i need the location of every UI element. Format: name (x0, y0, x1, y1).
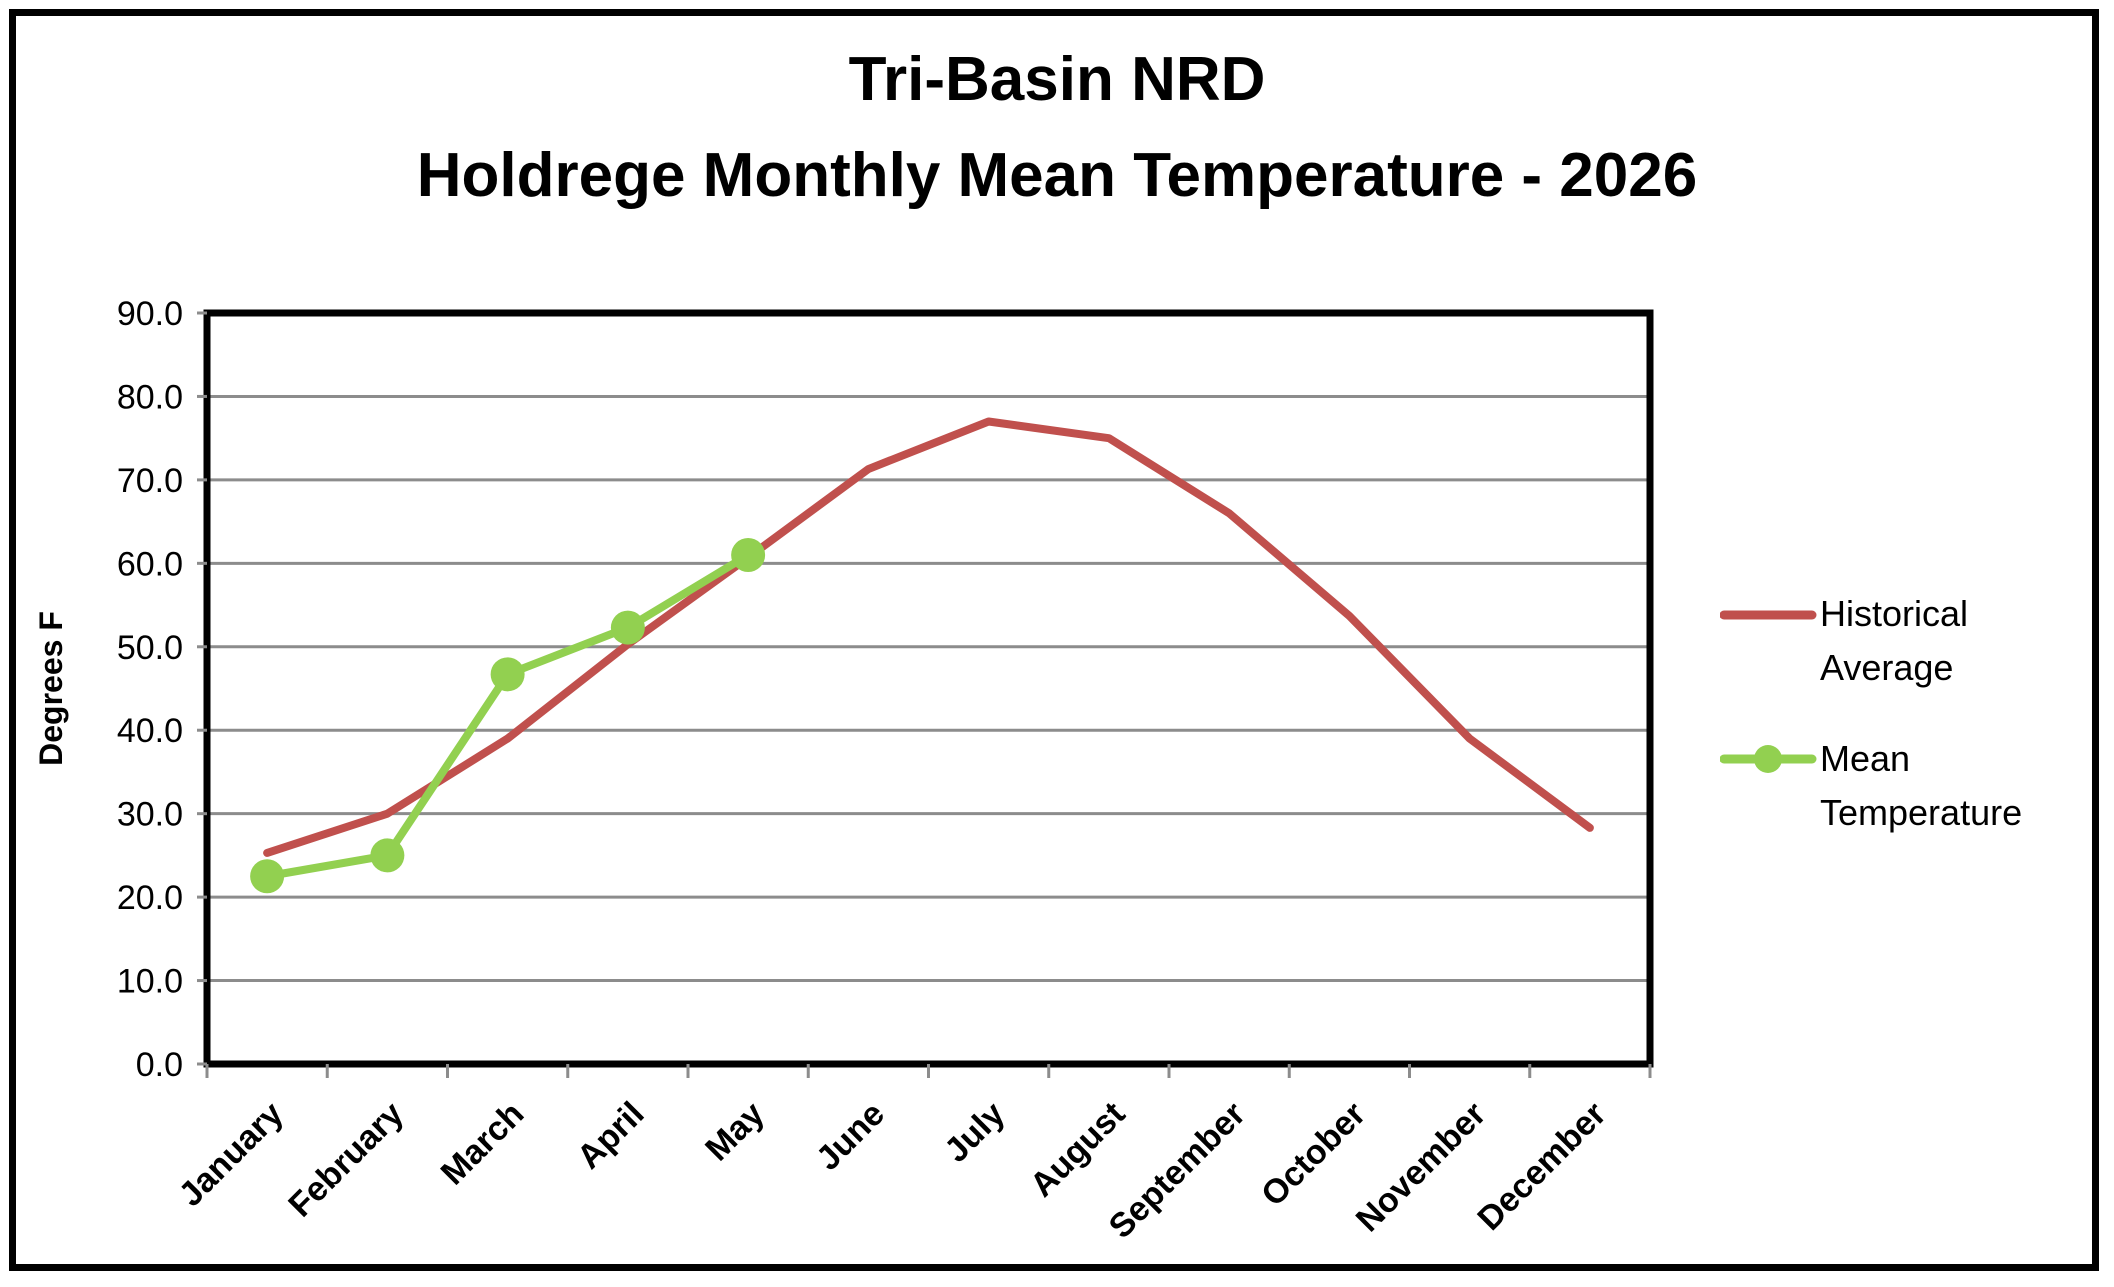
x-tick-label: March (434, 1095, 532, 1193)
y-tick-label: 30.0 (117, 796, 183, 834)
x-tick-label: June (809, 1095, 892, 1178)
data-point-mean-temperature (370, 838, 405, 873)
x-tick-label: February (281, 1095, 411, 1225)
legend-swatches (1720, 610, 1817, 773)
legend-historical-label-2: Average (1820, 647, 1954, 688)
y-tick-label: 70.0 (117, 462, 183, 500)
x-tick-label: December (1470, 1095, 1613, 1238)
y-tick-label: 20.0 (117, 879, 183, 917)
legend-historical-label-1: Historical (1820, 593, 1969, 634)
data-point-mean-temperature (731, 537, 766, 572)
y-tick-label: 60.0 (117, 545, 183, 583)
series-historical-average-line (263, 417, 1594, 857)
y-tick-label: 0.0 (136, 1046, 183, 1084)
y-tick-label: 40.0 (117, 712, 183, 750)
legend-mean-label-1: Mean (1820, 738, 1911, 779)
y-tick-label: 50.0 (117, 629, 183, 667)
legend-mean-marker (1754, 745, 1782, 773)
x-tick-label: July (937, 1095, 1012, 1170)
y-tick-label: 80.0 (117, 378, 183, 416)
data-point-mean-temperature (250, 859, 285, 894)
x-tick-label: April (570, 1095, 652, 1177)
y-tick-label: 10.0 (117, 963, 183, 1001)
y-tick-label: 90.0 (117, 295, 183, 333)
data-point-mean-temperature (610, 610, 645, 645)
chart-title: Tri-Basin NRD (848, 45, 1266, 114)
y-axis-label: Degrees F (33, 611, 69, 766)
x-tick-label: October (1254, 1095, 1373, 1214)
data-point-mean-temperature (490, 657, 525, 692)
legend-mean-label-2: Temperature (1820, 792, 2023, 833)
plot-area (203, 309, 1654, 1068)
chart-subtitle: Holdrege Monthly Mean Temperature - 2026 (416, 141, 1698, 210)
x-tick-label: January (172, 1095, 291, 1214)
x-tick-label: November (1349, 1095, 1493, 1239)
x-tick-label: August (1023, 1095, 1133, 1205)
x-tick-label: May (698, 1095, 772, 1169)
